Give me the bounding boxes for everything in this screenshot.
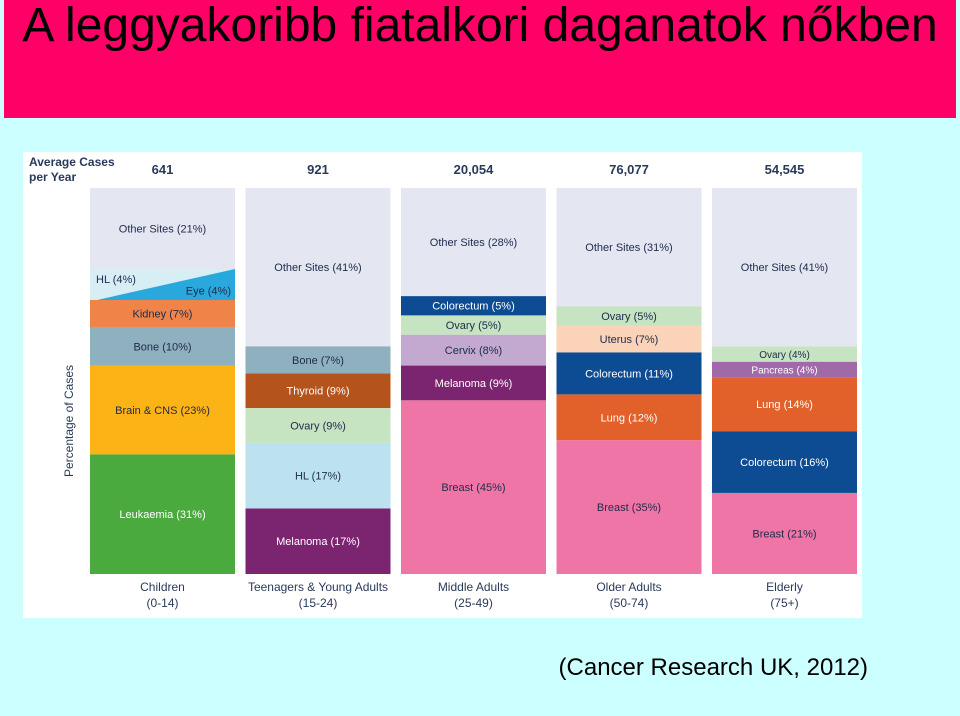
bar-segment	[712, 431, 857, 493]
bar-segment	[556, 306, 702, 326]
chart-panel: Average Cases per Year Percentage of Cases…	[23, 152, 862, 618]
segment-label: HL (4%)	[96, 274, 136, 286]
bar-segment	[556, 188, 702, 307]
cases-value: 921	[307, 162, 329, 177]
segment-label: Other Sites (28%)	[430, 237, 517, 249]
bar-segment	[245, 408, 391, 443]
segment-label: Cervix (8%)	[445, 345, 502, 357]
bar-segment	[401, 296, 546, 316]
y-axis-label: Percentage of Cases	[62, 365, 76, 477]
bar-segment	[245, 373, 391, 409]
bar-segment	[245, 508, 391, 574]
segment-label: Bone (7%)	[292, 355, 344, 367]
category-label: Middle Adults	[438, 580, 509, 594]
segment-label: HL (17%)	[295, 471, 341, 483]
segment-label: Lung (14%)	[756, 399, 813, 411]
bar-segment	[90, 326, 235, 366]
cases-value: 54,545	[765, 162, 805, 177]
category-label: Elderly	[766, 580, 803, 594]
bar-segment	[401, 400, 546, 574]
segment-label: Bone (10%)	[133, 341, 191, 353]
bar-segment	[90, 365, 235, 455]
bar-segment	[401, 188, 546, 297]
bar-segment	[712, 346, 857, 362]
bar-segment	[556, 440, 702, 574]
category-sublabel: (75+)	[770, 596, 798, 610]
category-sublabel: (25-49)	[454, 596, 493, 610]
segment-label: Other Sites (41%)	[741, 262, 828, 274]
category-label: Teenagers & Young Adults	[248, 580, 388, 594]
page-title: A leggyakoribb fiatalkori daganatok nőkb…	[22, 0, 938, 52]
segment-label: Breast (35%)	[597, 502, 661, 514]
bar-segment	[556, 352, 702, 395]
cases-value: 641	[152, 162, 174, 177]
bar-segment	[245, 442, 391, 509]
cases-header-line1: Average Cases	[29, 155, 115, 169]
bar-segment	[712, 492, 857, 574]
segment-label: Ovary (9%)	[290, 420, 346, 432]
bar-segment	[245, 346, 391, 374]
segment-label: Breast (45%)	[441, 482, 505, 494]
segment-label: Colorectum (16%)	[740, 457, 829, 469]
cases-value: 76,077	[609, 162, 649, 177]
segment-label: Eye (4%)	[186, 285, 231, 297]
segment-label: Thyroid (9%)	[287, 386, 350, 398]
segment-label: Other Sites (31%)	[585, 242, 672, 254]
segment-label: Brain & CNS (23%)	[115, 405, 210, 417]
bar-segment	[90, 454, 235, 574]
segment-label: Leukaemia (31%)	[119, 509, 205, 521]
category-sublabel: (0-14)	[146, 596, 178, 610]
segment-label: Other Sites (41%)	[274, 262, 361, 274]
segment-label: Kidney (7%)	[133, 308, 193, 320]
category-label: Older Adults	[596, 580, 661, 594]
bar-segment	[556, 394, 702, 441]
bar-segment	[712, 377, 857, 432]
segment-label: Ovary (5%)	[446, 320, 502, 332]
segment-label: Melanoma (17%)	[276, 536, 360, 548]
segment-label: Melanoma (9%)	[435, 378, 513, 390]
bar-segment	[712, 361, 857, 378]
segment-label: Ovary (4%)	[759, 350, 810, 361]
title-bar: A leggyakoribb fiatalkori daganatok nőkb…	[4, 0, 956, 118]
segment-label: Colorectum (11%)	[585, 368, 673, 380]
category-sublabel: (15-24)	[299, 596, 338, 610]
segment-label: Breast (21%)	[752, 528, 816, 540]
cases-header-line2: per Year	[29, 170, 76, 184]
bar-segment-split	[97, 269, 235, 300]
segment-label: Other Sites (21%)	[119, 224, 206, 236]
cases-value: 20,054	[454, 162, 495, 177]
bar-segment	[90, 188, 235, 270]
bar-segment	[401, 365, 546, 401]
segment-label: Lung (12%)	[601, 412, 658, 424]
category-label: Children	[140, 580, 185, 594]
bar-segment	[556, 325, 702, 353]
bar-segment	[90, 299, 235, 327]
segment-label: Colorectum (5%)	[432, 301, 515, 313]
source-citation: (Cancer Research UK, 2012)	[558, 654, 868, 681]
segment-label: Pancreas (4%)	[751, 365, 817, 376]
category-sublabel: (50-74)	[610, 596, 649, 610]
segment-label: Uterus (7%)	[600, 334, 659, 346]
segment-label: Ovary (5%)	[601, 311, 657, 323]
bar-segment	[401, 334, 546, 366]
bar-segment	[245, 188, 391, 347]
bar-segment	[712, 188, 857, 347]
bar-segment	[401, 315, 546, 335]
